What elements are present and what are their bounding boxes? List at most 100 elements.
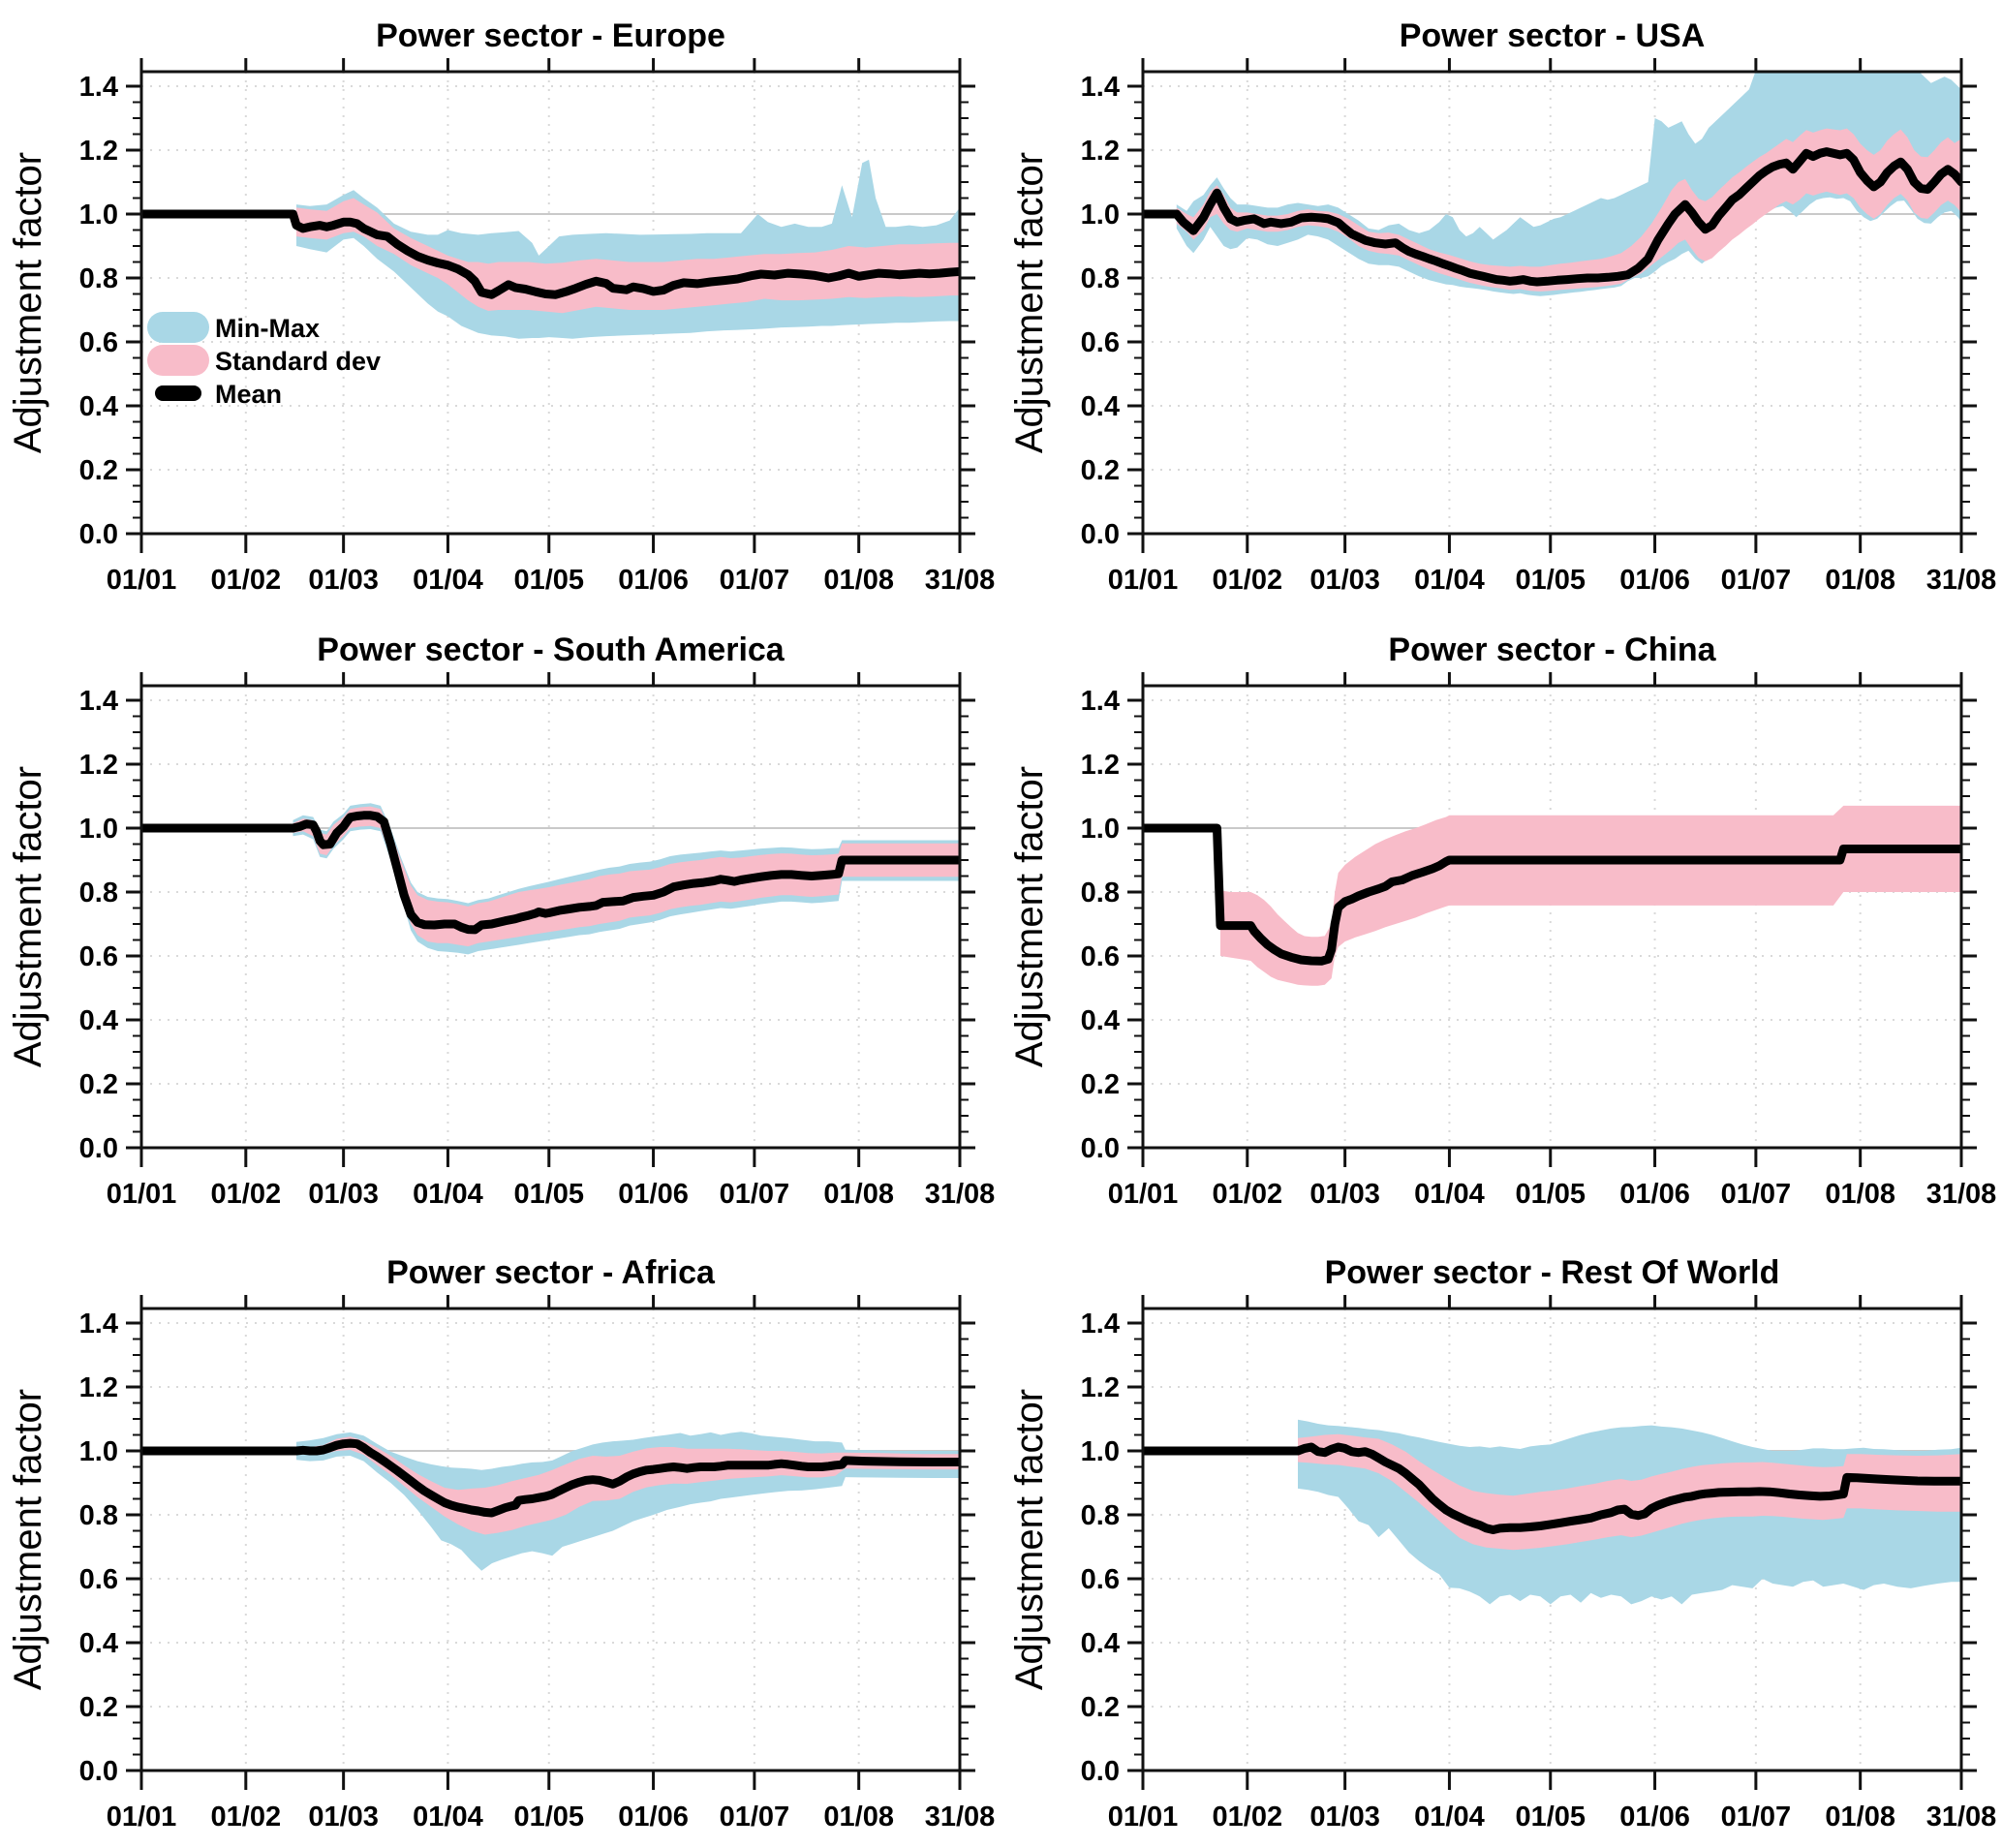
y-tick-label: 1.4 bbox=[79, 686, 118, 717]
y-tick-label: 1.2 bbox=[1081, 750, 1120, 781]
y-tick-label: 0.8 bbox=[1081, 878, 1120, 909]
y-tick-label: 1.0 bbox=[79, 814, 118, 845]
y-tick-label: 0.8 bbox=[79, 1500, 118, 1531]
plot-frame bbox=[139, 1307, 962, 1772]
x-tick-label: 31/08 bbox=[1926, 1802, 1997, 1833]
y-tick-label: 1.2 bbox=[1081, 136, 1120, 167]
chart-power-sector-usa: 0.0 0.2 0.4 0.6 0.8 1.0 1.2 1.4 01/01 01/02 01/03 0… bbox=[1008, 17, 1996, 596]
x-tick-label: 01/01 bbox=[107, 1802, 177, 1833]
x-tick-label: 01/07 bbox=[1721, 565, 1792, 596]
x-tick-label: 01/06 bbox=[618, 1802, 689, 1833]
y-tick-label: 0.6 bbox=[1081, 941, 1120, 972]
chart-power-sector-rest-of-world: 0.0 0.2 0.4 0.6 0.8 1.0 1.2 1.4 01/01 01/02 01/03 0… bbox=[1008, 1254, 1996, 1833]
y-axis-label: Adjustment factor bbox=[7, 766, 49, 1067]
series-area bbox=[141, 803, 960, 955]
axis-ticks bbox=[126, 58, 975, 553]
x-tick-label: 31/08 bbox=[1926, 1179, 1997, 1210]
x-tick-label: 31/08 bbox=[1926, 565, 1997, 596]
y-tick-label: 0.4 bbox=[79, 1005, 118, 1036]
legend-swatch-std bbox=[147, 345, 209, 376]
y-axis-label: Adjustment factor bbox=[1008, 1389, 1051, 1690]
x-tick-label: 01/04 bbox=[413, 1179, 483, 1210]
y-tick-label: 1.0 bbox=[79, 1436, 118, 1467]
x-tick-label: 01/07 bbox=[1721, 1802, 1792, 1833]
legend-swatch-minmax bbox=[147, 312, 209, 343]
axis-ticks bbox=[1127, 58, 1977, 553]
y-tick-label: 0.2 bbox=[79, 455, 118, 486]
std-dev-band bbox=[1220, 805, 1961, 986]
x-tick-label: 01/06 bbox=[1619, 565, 1690, 596]
x-tick-label: 01/01 bbox=[107, 565, 177, 596]
chart-power-sector-europe: 0.0 0.2 0.4 0.6 0.8 1.0 1.2 1.4 01/01 01/02 01/03 0… bbox=[7, 17, 995, 596]
x-tick-label: 01/07 bbox=[1721, 1179, 1792, 1210]
y-tick-label: 1.0 bbox=[1081, 200, 1120, 231]
x-tick-label: 01/05 bbox=[1515, 1802, 1586, 1833]
y-tick-label: 0.0 bbox=[1081, 1756, 1120, 1787]
plot-frame bbox=[139, 70, 962, 536]
x-tick-label: 01/04 bbox=[1414, 1802, 1485, 1833]
y-tick-label: 0.8 bbox=[79, 263, 118, 294]
y-tick-label: 0.6 bbox=[1081, 327, 1120, 358]
y-tick-label: 0.4 bbox=[79, 391, 118, 422]
x-tick-label: 01/03 bbox=[1309, 1802, 1380, 1833]
series-area bbox=[1143, 1419, 1961, 1605]
x-tick-label: 31/08 bbox=[925, 1802, 996, 1833]
mean-line bbox=[1143, 823, 1961, 966]
y-tick-label: 0.2 bbox=[1081, 455, 1120, 486]
x-tick-label: 01/01 bbox=[1108, 1179, 1179, 1210]
y-tick-label: 0.6 bbox=[1081, 1564, 1120, 1595]
series-area bbox=[1143, 72, 1961, 296]
y-axis-label: Adjustment factor bbox=[1008, 766, 1051, 1067]
x-tick-label: 01/03 bbox=[1309, 565, 1380, 596]
y-axis-label: Adjustment factor bbox=[1008, 152, 1051, 453]
x-tick-label: 31/08 bbox=[925, 565, 996, 596]
x-tick-label: 01/08 bbox=[1825, 565, 1895, 596]
series-area bbox=[1143, 805, 1961, 986]
mean-line bbox=[141, 1438, 960, 1518]
y-axis-label: Adjustment factor bbox=[7, 152, 49, 453]
mean-line bbox=[1143, 1442, 1961, 1534]
chart-title: Power sector - USA bbox=[1400, 17, 1706, 54]
y-tick-label: 1.4 bbox=[1081, 1309, 1120, 1340]
x-tick-label: 01/07 bbox=[720, 1179, 790, 1210]
x-tick-label: 01/04 bbox=[413, 1802, 483, 1833]
y-tick-label: 0.4 bbox=[1081, 1005, 1120, 1036]
std-dev-band bbox=[293, 806, 960, 947]
x-tick-label: 01/04 bbox=[413, 565, 483, 596]
x-tick-label: 01/04 bbox=[1414, 565, 1485, 596]
y-tick-label: 1.2 bbox=[1081, 1372, 1120, 1403]
y-tick-label: 0.4 bbox=[1081, 391, 1120, 422]
y-tick-label: 0.2 bbox=[1081, 1069, 1120, 1100]
axis-ticks bbox=[1127, 672, 1977, 1167]
y-tick-label: 0.6 bbox=[79, 941, 118, 972]
chart-power-sector-china: 0.0 0.2 0.4 0.6 0.8 1.0 1.2 1.4 01/01 01/02 01/03 0… bbox=[1008, 631, 1996, 1210]
chart-title: Power sector - Europe bbox=[376, 17, 725, 54]
x-tick-label: 01/08 bbox=[1825, 1179, 1895, 1210]
y-tick-label: 0.8 bbox=[1081, 1500, 1120, 1531]
x-tick-label: 01/06 bbox=[1619, 1802, 1690, 1833]
y-tick-label: 1.2 bbox=[79, 750, 118, 781]
axis-ticks bbox=[126, 1295, 975, 1790]
y-tick-label: 0.0 bbox=[1081, 1133, 1120, 1164]
std-dev-band bbox=[296, 198, 960, 314]
legend-label: Mean bbox=[215, 380, 282, 409]
y-tick-label: 0.0 bbox=[79, 1133, 118, 1164]
x-tick-label: 01/03 bbox=[308, 1179, 379, 1210]
y-tick-label: 0.0 bbox=[79, 519, 118, 550]
legend-label: Standard dev bbox=[215, 347, 381, 376]
x-tick-label: 01/04 bbox=[1414, 1179, 1485, 1210]
y-tick-label: 0.2 bbox=[79, 1069, 118, 1100]
x-tick-label: 01/03 bbox=[308, 565, 379, 596]
x-tick-label: 01/05 bbox=[513, 565, 584, 596]
y-axis-label: Adjustment factor bbox=[7, 1389, 49, 1690]
y-tick-label: 1.4 bbox=[1081, 72, 1120, 103]
chart-title: Power sector - South America bbox=[317, 631, 785, 668]
x-tick-label: 01/03 bbox=[308, 1802, 379, 1833]
x-tick-label: 01/05 bbox=[1515, 565, 1586, 596]
x-tick-label: 01/06 bbox=[1619, 1179, 1690, 1210]
x-tick-label: 01/01 bbox=[107, 1179, 177, 1210]
x-tick-label: 01/02 bbox=[1213, 565, 1283, 596]
x-tick-label: 01/06 bbox=[618, 1179, 689, 1210]
x-tick-label: 01/05 bbox=[513, 1179, 584, 1210]
